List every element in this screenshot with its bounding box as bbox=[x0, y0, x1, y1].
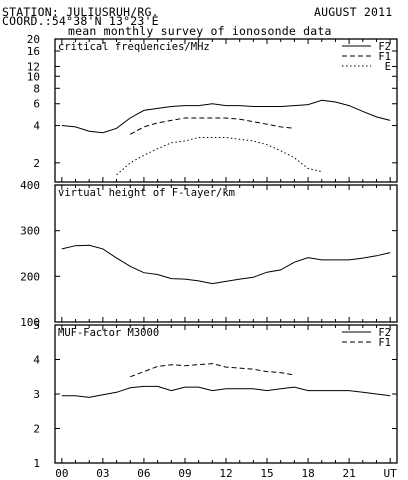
x-tick-label: 03 bbox=[96, 467, 109, 480]
panel-2: 100 200 300 400 virtual height of F-layer/km bbox=[20, 179, 398, 329]
panel-title: MUF-Factor M3000 bbox=[58, 327, 159, 339]
legend-label: E bbox=[385, 61, 391, 73]
x-tick-label: 09 bbox=[178, 467, 191, 480]
y-tick-label: 3 bbox=[33, 388, 40, 401]
panel-title: critical frequencies/MHz bbox=[58, 41, 210, 53]
y-tick-label: 16 bbox=[27, 45, 40, 58]
y-tick-label: 2 bbox=[33, 157, 40, 170]
series-line-f1 bbox=[130, 363, 295, 378]
series-line-f1 bbox=[129, 117, 295, 135]
y-tick-label: 4 bbox=[33, 120, 40, 133]
y-tick-label: 1 bbox=[33, 457, 40, 470]
legend-label: F1 bbox=[378, 337, 391, 349]
coordinates-label: COORD.:54°38'N 13°23'E bbox=[2, 14, 159, 28]
panel-frame bbox=[54, 38, 398, 183]
series-line-f2 bbox=[61, 385, 391, 398]
y-tick-label: 400 bbox=[20, 179, 40, 192]
y-tick-label: 12 bbox=[27, 60, 40, 73]
y-tick-label: 5 bbox=[33, 319, 40, 332]
series-line-f2 bbox=[61, 99, 391, 134]
y-tick-label: 300 bbox=[20, 225, 40, 238]
y-tick-label: 20 bbox=[27, 33, 40, 46]
y-tick-label: 200 bbox=[20, 270, 40, 283]
y-tick-label: 4 bbox=[33, 354, 40, 367]
y-tick-label: 10 bbox=[27, 70, 40, 83]
x-tick-label: 00 bbox=[55, 467, 68, 480]
series-line-e bbox=[116, 137, 322, 176]
report-subtitle: mean monthly survey of ionosonde data bbox=[68, 24, 332, 38]
legend-label: F2 bbox=[378, 327, 391, 339]
x-tick-label: 21 bbox=[342, 467, 355, 480]
y-tick-label: 8 bbox=[33, 82, 40, 95]
legend-label: F2 bbox=[378, 41, 391, 53]
x-tick-label: 18 bbox=[301, 467, 314, 480]
y-tick-label: 2 bbox=[33, 423, 40, 436]
panel-frame bbox=[54, 184, 398, 323]
legend-label: F1 bbox=[378, 51, 391, 63]
panel-title: virtual height of F-layer/km bbox=[58, 187, 235, 199]
month-label: AUGUST 2011 bbox=[314, 5, 393, 19]
y-tick-label: 6 bbox=[33, 98, 40, 111]
x-tick-label: 12 bbox=[219, 467, 232, 480]
station-label: STATION: JULIUSRUH/RG. bbox=[2, 5, 159, 19]
series-line bbox=[61, 244, 391, 285]
x-tick-label: 15 bbox=[260, 467, 273, 480]
y-tick-label: 100 bbox=[20, 316, 40, 329]
x-tick-label: 06 bbox=[137, 467, 150, 480]
x-tick-label: UT bbox=[384, 467, 398, 480]
